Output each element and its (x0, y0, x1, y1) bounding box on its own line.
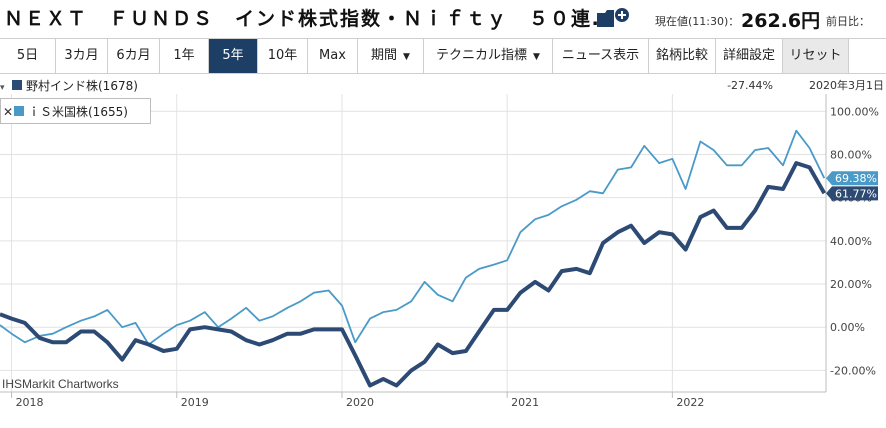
performance-chart: -20.00%0.00%20.00%40.00%60.00%80.00%100.… (0, 78, 884, 409)
legend-value-nomura: -27.44% (727, 79, 773, 92)
chevron-down-icon: ▼ (533, 52, 540, 62)
period-3m-button[interactable]: 3カ月 (56, 39, 108, 73)
end-label-badge (826, 186, 878, 201)
legend-swatch-nomura (12, 80, 22, 90)
header-bar: ＮＥＸＴ ＦＵＮＤＳ インド株式指数・Ｎｉｆｔｙ ５０連… 現在値(11:30)… (0, 0, 886, 38)
reset-button[interactable]: リセット (783, 39, 849, 73)
end-label-ishares: 69.38% (826, 171, 878, 186)
chevron-down-icon[interactable]: ▾ (0, 83, 5, 93)
x-tick-label: 2018 (16, 396, 44, 409)
y-tick-label: 80.00% (830, 148, 872, 161)
change-label: 前日比： (826, 15, 870, 28)
watermark: IHSMarkit Chartworks (2, 377, 119, 391)
legend-swatch-ishares (14, 106, 24, 116)
period-5d-button[interactable]: 5日 (0, 39, 56, 73)
fund-title: ＮＥＸＴ ＦＵＮＤＳ インド株式指数・Ｎｉｆｔｙ ５０連… (4, 8, 614, 30)
compare-button[interactable]: 銘柄比較 (649, 39, 716, 73)
close-icon[interactable]: ✕ (3, 105, 13, 119)
chevron-down-icon: ▼ (403, 52, 410, 62)
period-dropdown[interactable]: 期間 ▼ (358, 39, 424, 73)
x-tick-label: 2020 (346, 396, 374, 409)
hover-date: 2020年3月1日 (809, 78, 884, 92)
price-label: 現在値(11:30)： (655, 15, 740, 28)
period-6m-button[interactable]: 6カ月 (108, 39, 160, 73)
period-10y-button[interactable]: 10年 (258, 39, 308, 73)
axis-ticks: -20.00%0.00%20.00%40.00%60.00%80.00%100.… (11, 105, 879, 409)
period-1y-button[interactable]: 1年 (160, 39, 209, 73)
end-label-text: 61.77% (835, 187, 877, 200)
end-label-text: 69.38% (835, 172, 877, 185)
end-value-labels: 61.77% 69.38% (826, 171, 878, 200)
legend-row-nomura[interactable]: ▾ 野村インド株(1678) -27.44% 2020年3月1日 (0, 78, 884, 93)
end-label-nomura: 61.77% (826, 186, 878, 200)
series-line-ishares (0, 129, 826, 346)
period-toolbar: 5日 3カ月 6カ月 1年 5年 10年 Max 期間 ▼ テクニカル指標 ▼ ニュ… (0, 38, 886, 74)
period-max-button[interactable]: Max (308, 39, 358, 73)
series-lines (0, 129, 827, 388)
grid-lines (0, 94, 826, 392)
legend-label-nomura: 野村インド株(1678) (26, 78, 138, 93)
y-tick-label: 40.00% (830, 235, 872, 248)
technical-indicator-dropdown[interactable]: テクニカル指標 ▼ (424, 39, 553, 73)
legend-label-ishares: ｉＳ米国株(1655) (28, 104, 128, 119)
detail-settings-button[interactable]: 詳細設定 (716, 39, 783, 73)
legend-row-ishares[interactable]: ✕ ｉＳ米国株(1655) (0, 98, 151, 124)
end-label-badge (826, 171, 878, 186)
x-tick-label: 2021 (511, 396, 539, 409)
y-tick-label: 100.00% (830, 105, 879, 118)
series-line-nomura (0, 161, 827, 388)
y-tick-label: 20.00% (830, 278, 872, 291)
y-tick-label: 0.00% (830, 321, 865, 334)
folder-plus-icon[interactable] (596, 7, 634, 29)
news-display-button[interactable]: ニュース表示 (553, 39, 649, 73)
y-tick-label: -20.00% (830, 364, 876, 377)
x-axis-band (0, 392, 826, 407)
period-5y-button[interactable]: 5年 (209, 39, 258, 73)
x-tick-label: 2019 (181, 396, 209, 409)
price-value: 262.6円 (741, 10, 821, 32)
x-tick-label: 2022 (676, 396, 704, 409)
